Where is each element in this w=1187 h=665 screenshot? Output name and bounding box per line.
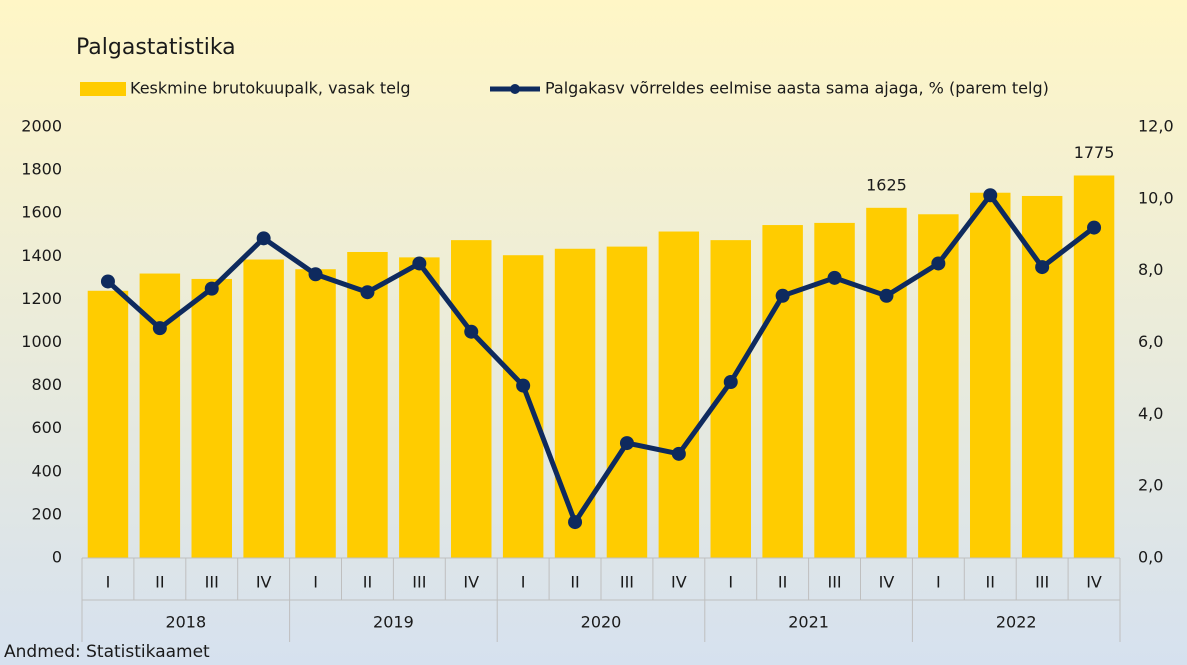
x-tick-label: IV — [463, 573, 479, 592]
data-label: 1775 — [1074, 143, 1115, 162]
line-marker — [983, 188, 998, 203]
legend-label: Keskmine brutokuupalk, vasak telg — [130, 79, 411, 98]
line-marker — [568, 515, 583, 530]
x-tick-label: IV — [1086, 573, 1102, 592]
x-group-label: 2021 — [788, 613, 829, 632]
legend-label: Palgakasv võrreldes eelmise aasta sama a… — [545, 79, 1049, 98]
x-tick-label: IV — [671, 573, 687, 592]
x-group-label: 2020 — [581, 613, 622, 632]
line-marker — [256, 231, 271, 246]
bar — [658, 231, 700, 558]
x-tick-label: III — [620, 573, 634, 592]
x-tick-label: II — [363, 573, 372, 592]
line-marker — [879, 288, 894, 303]
line-marker — [671, 446, 686, 461]
line-marker — [412, 256, 427, 271]
line-marker — [775, 288, 790, 303]
line-marker — [152, 321, 167, 336]
line-marker — [308, 267, 323, 282]
legend-swatch — [80, 82, 126, 96]
y-tick-label: 200 — [31, 504, 62, 523]
x-tick-label: I — [728, 573, 733, 592]
bar — [606, 246, 648, 559]
bar — [502, 255, 544, 558]
y2-tick-label: 12,0 — [1138, 117, 1174, 136]
bar — [451, 240, 492, 558]
x-group-label: 2019 — [373, 613, 414, 632]
data-label: 1625 — [866, 175, 907, 194]
y-tick-label: 800 — [31, 375, 62, 394]
x-tick-label: III — [205, 573, 219, 592]
y-tick-label: 1200 — [21, 289, 62, 308]
line-marker — [100, 274, 115, 289]
bar — [866, 207, 907, 558]
line-marker — [619, 436, 634, 451]
y2-tick-label: 2,0 — [1138, 476, 1163, 495]
x-tick-label: III — [412, 573, 426, 592]
line-marker — [931, 256, 946, 271]
y-tick-label: 2000 — [21, 117, 62, 136]
x-tick-label: I — [313, 573, 318, 592]
source: Andmed: Statistikaamet — [4, 642, 210, 662]
x-group-label: 2018 — [165, 613, 206, 632]
bar — [191, 278, 232, 558]
chart-title: Palgastatistika — [76, 35, 236, 60]
line-marker — [360, 285, 375, 300]
x-tick-label: II — [570, 573, 579, 592]
x-tick-label: III — [1035, 573, 1049, 592]
bar — [347, 251, 388, 559]
y-tick-label: 1800 — [21, 160, 62, 179]
x-tick-label: I — [521, 573, 526, 592]
y-tick-label: 600 — [31, 418, 62, 437]
x-tick-label: I — [106, 573, 111, 592]
y-tick-label: 1600 — [21, 203, 62, 222]
line-marker — [464, 324, 479, 339]
y-tick-label: 1000 — [21, 332, 62, 351]
line — [106, 192, 1096, 525]
line-marker — [1087, 220, 1102, 235]
x-tick-label: II — [778, 573, 787, 592]
line-marker — [827, 270, 842, 285]
y2-tick-label: 0,0 — [1138, 548, 1163, 567]
y-tick-label: 1400 — [21, 246, 62, 265]
y-tick-label: 0 — [52, 548, 62, 567]
bar — [970, 192, 1011, 559]
x-tick-label: II — [155, 573, 164, 592]
line-marker — [1035, 260, 1050, 275]
bar — [87, 290, 129, 558]
legend-marker — [510, 84, 520, 94]
x-tick-label: II — [986, 573, 995, 592]
x-group-label: 2022 — [996, 613, 1037, 632]
bar — [554, 248, 596, 558]
y2-tick-label: 8,0 — [1138, 260, 1163, 279]
bar — [762, 225, 803, 559]
y2-tick-label: 4,0 — [1138, 404, 1163, 423]
y-tick-label: 400 — [31, 461, 62, 480]
y2-tick-label: 6,0 — [1138, 332, 1163, 351]
line-marker — [204, 281, 219, 296]
bar — [295, 269, 336, 558]
x-tick-label: III — [827, 573, 841, 592]
x-tick-label: IV — [256, 573, 272, 592]
x-tick-label: IV — [879, 573, 895, 592]
bar — [243, 259, 284, 558]
y2-tick-label: 10,0 — [1138, 188, 1174, 207]
line-marker — [723, 375, 738, 390]
bar — [399, 257, 440, 558]
line-marker — [516, 378, 531, 393]
x-tick-label: I — [936, 573, 941, 592]
